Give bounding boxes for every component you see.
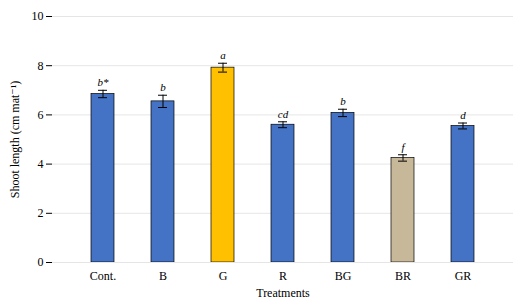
- svg-text:GR: GR: [455, 269, 472, 283]
- svg-text:f: f: [401, 141, 406, 153]
- svg-text:b*: b*: [98, 76, 110, 88]
- svg-text:R: R: [279, 269, 287, 283]
- svg-text:G: G: [219, 269, 228, 283]
- svg-text:BR: BR: [395, 269, 411, 283]
- svg-text:Treatments: Treatments: [256, 286, 310, 300]
- svg-text:0: 0: [38, 255, 44, 269]
- svg-text:Cont.: Cont.: [90, 269, 116, 283]
- svg-text:8: 8: [38, 59, 44, 73]
- svg-text:d: d: [460, 109, 466, 121]
- svg-text:a: a: [220, 49, 226, 61]
- svg-text:2: 2: [38, 206, 44, 220]
- svg-text:10: 10: [32, 9, 44, 23]
- svg-text:b: b: [160, 81, 166, 93]
- svg-text:Shoot length (cm mat⁻¹): Shoot length (cm mat⁻¹): [8, 81, 22, 199]
- svg-text:4: 4: [38, 157, 44, 171]
- svg-text:6: 6: [38, 108, 44, 122]
- svg-text:BG: BG: [335, 269, 352, 283]
- svg-text:cd: cd: [278, 108, 289, 120]
- svg-text:B: B: [159, 269, 167, 283]
- svg-text:b: b: [340, 95, 346, 107]
